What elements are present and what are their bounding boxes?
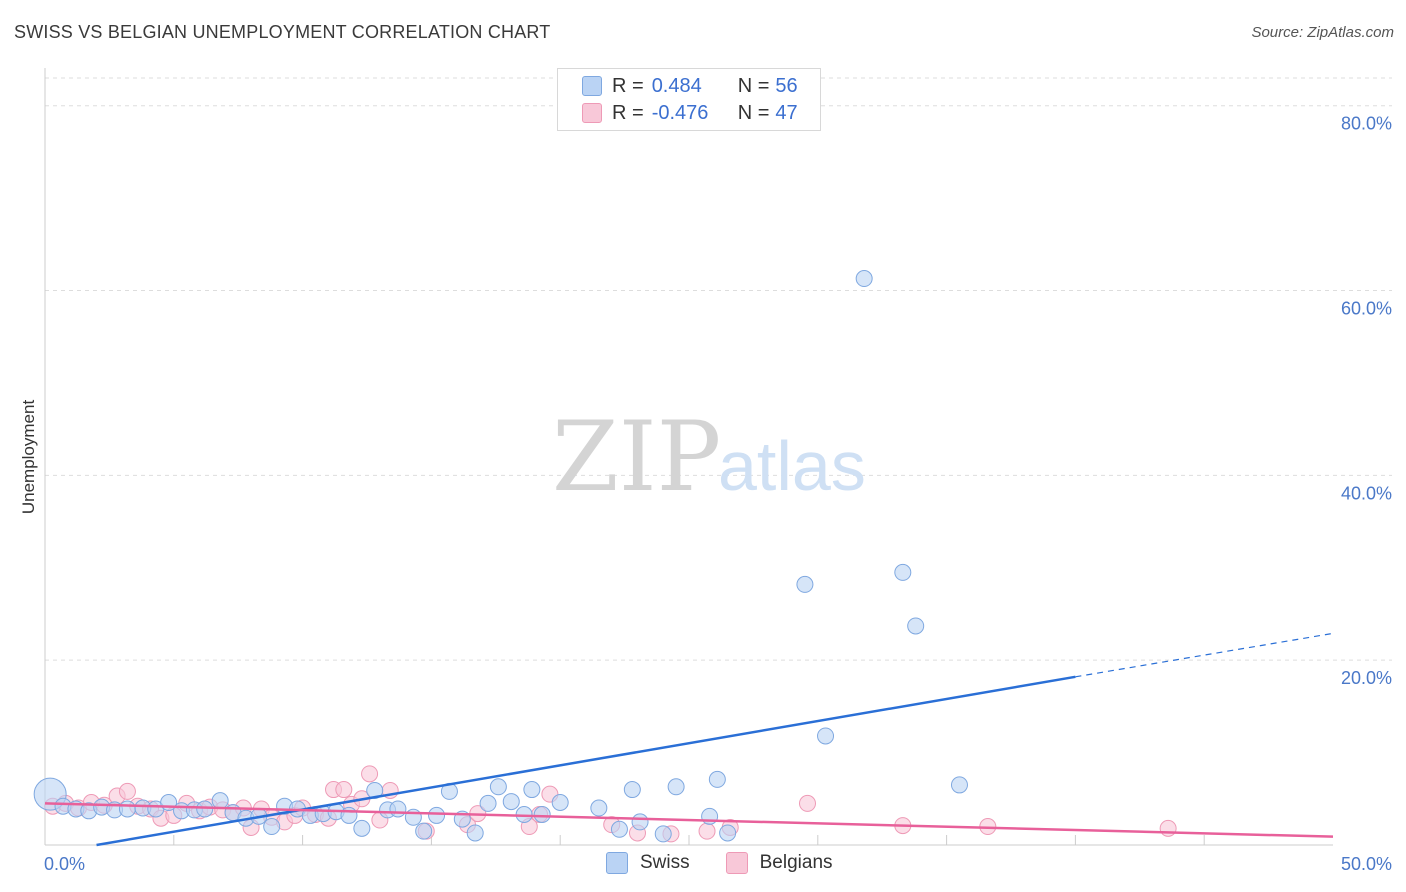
swiss-point [654,825,672,843]
swiss-point [353,819,371,837]
belgians-n-value: 47 [775,101,798,124]
swiss-n-value: 56 [775,74,798,97]
series-legend: Swiss Belgians [606,852,869,874]
swiss-point [118,800,136,818]
swiss-point [340,806,358,824]
swiss-point [950,776,968,794]
correlation-legend: R = 0.484 N = 56 R = -0.476 N = 47 [557,68,821,131]
swiss-point [502,793,520,811]
y-tick-label: 20.0% [1341,668,1392,688]
x-tick-labels: 0.0% 50.0% [44,854,1392,874]
watermark: ZIP atlas [552,401,866,513]
swiss-legend-label: Swiss [640,852,690,873]
grid-layer [45,77,1392,661]
belgians-swatch [582,103,602,123]
swiss-point [366,781,384,799]
belgians-r-value: -0.476 [651,101,709,124]
swiss-points [33,270,968,843]
watermark-zip: ZIP [552,401,721,513]
legend-row-swiss: R = 0.484 N = 56 [582,74,798,98]
legend-item-belgians[interactable]: Belgians [725,852,833,874]
belgians-point [118,782,136,800]
belgians-point [361,765,379,783]
chart-source: Source: ZipAtlas.com [1251,24,1394,41]
y-tick-label: 40.0% [1341,483,1392,503]
swiss-point [817,727,835,745]
swiss-swatch [582,76,602,96]
belgians-point [798,794,816,812]
y-tick-label: 60.0% [1341,299,1392,319]
swiss-point [610,820,628,838]
watermark-atlas: atlas [718,427,866,505]
x-tick-label: 50.0% [1341,854,1392,874]
chart-title: SWISS VS BELGIAN UNEMPLOYMENT CORRELATIO… [14,22,551,42]
swiss-point [894,563,912,581]
swiss-point [415,822,433,840]
swiss-point [855,270,873,288]
swiss-point [907,617,925,635]
swiss-point [211,792,229,810]
swiss-point [263,818,281,836]
swiss-trend-extension [1075,632,1334,678]
belgians-point [1159,819,1177,837]
swiss-point [590,799,608,817]
swiss-point [533,806,551,824]
swiss-point [479,794,497,812]
swiss-point [708,770,726,788]
legend-n-label: N = [737,74,770,97]
swiss-point [631,813,649,831]
swiss-trend-line [96,675,1076,847]
trend-lines [44,632,1334,847]
x-tick-label: 0.0% [44,854,85,874]
swiss-point [428,806,446,824]
swiss-point [489,778,507,796]
swiss-point [667,778,685,796]
swiss-point [389,800,407,818]
legend-r-label: R = [612,74,644,97]
y-axis-label: Unemployment [19,400,38,515]
swiss-point [196,800,214,818]
swiss-point [719,824,737,842]
swiss-point [551,793,569,811]
swiss-point [623,781,641,799]
swiss-r-value: 0.484 [651,74,702,97]
swiss-legend-swatch [606,852,628,874]
y-tick-label: 80.0% [1341,114,1392,134]
belgians-point [335,781,353,799]
swiss-point [466,824,484,842]
belgians-point [698,822,716,840]
legend-r-label: R = [612,101,644,124]
y-tick-labels: 20.0% 40.0% 60.0% 80.0% [1341,114,1392,688]
belgians-legend-swatch [725,852,748,874]
swiss-point [796,575,814,593]
legend-n-label: N = [737,101,770,124]
belgians-legend-label: Belgians [759,852,833,873]
legend-item-swiss[interactable]: Swiss [606,852,690,874]
swiss-point [523,781,541,799]
belgians-trend-line [44,802,1334,838]
legend-row-belgians: R = -0.476 N = 47 [582,101,798,125]
